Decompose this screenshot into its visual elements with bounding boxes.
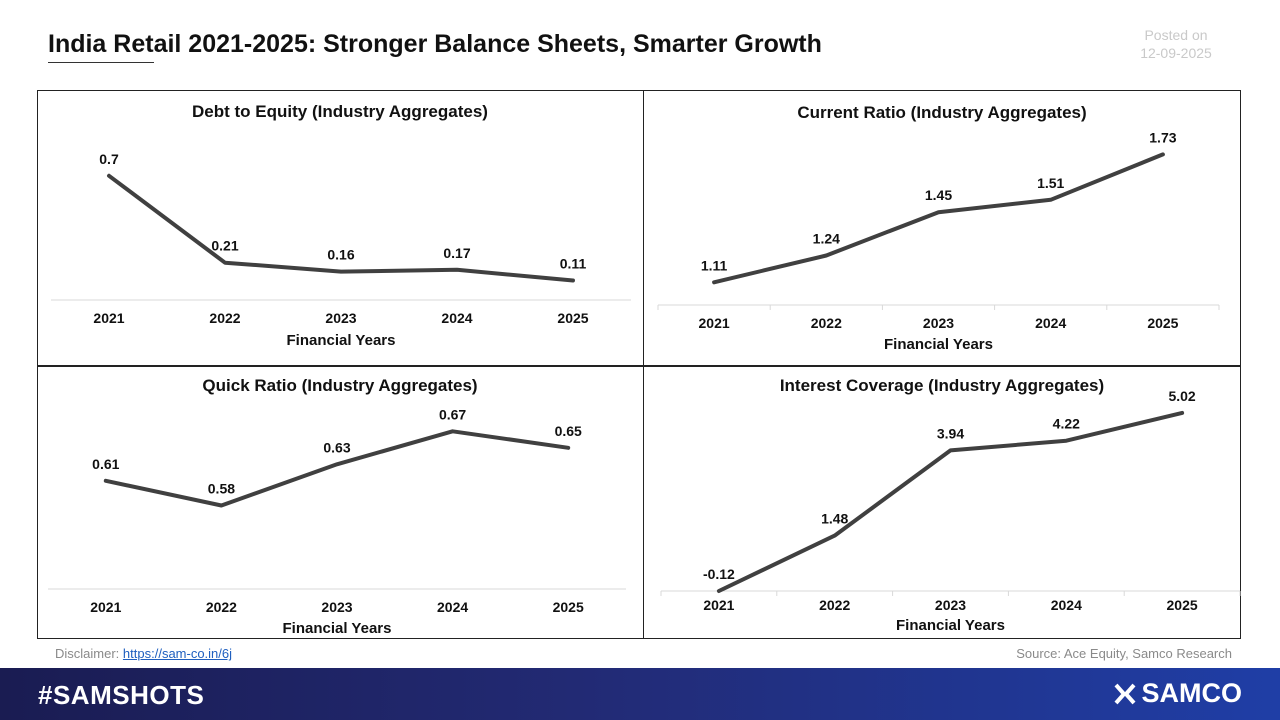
series-line (107, 173, 575, 283)
data-label: 0.11 (560, 255, 587, 271)
data-label: 5.02 (1168, 388, 1195, 404)
x-tick-label: 2022 (819, 597, 850, 613)
data-label: 0.65 (555, 423, 582, 439)
data-label: 0.16 (327, 247, 354, 263)
title-underline (48, 62, 154, 63)
data-label: 1.11 (701, 257, 728, 273)
data-label: 1.48 (821, 511, 848, 527)
data-label: 0.17 (443, 245, 470, 261)
disclaimer-link[interactable]: https://sam-co.in/6j (122, 646, 233, 661)
data-label: -0.12 (703, 566, 735, 582)
x-tick-label: 2023 (923, 315, 954, 331)
samco-logo-icon (1114, 683, 1135, 704)
x-tick-label: 2023 (325, 310, 356, 326)
data-label: 0.58 (208, 481, 235, 497)
x-tick-label: 2024 (1051, 597, 1082, 613)
posted-label: Posted on (1144, 27, 1208, 43)
current-ratio-chart: Current Ratio (Industry Aggregates) 1.11 2… (657, 103, 1220, 353)
brand-name: SAMCO (1141, 678, 1243, 708)
hashtag-label: #SAMSHOTS (38, 680, 205, 710)
disclaimer-label: Disclaimer: (55, 646, 120, 661)
panel-divider-horizontal (38, 365, 1240, 367)
data-label: 1.24 (813, 231, 840, 247)
x-tick-label: 2024 (437, 599, 468, 615)
chart-grid (37, 90, 1241, 639)
data-label: 4.22 (1053, 416, 1080, 432)
x-tick-label: 2022 (209, 310, 240, 326)
footer-bar: #SAMSHOTS SAMCO (0, 668, 1280, 720)
x-tick-label: 2023 (935, 597, 966, 613)
x-tick-label: 2023 (321, 599, 352, 615)
x-axis-title: Financial Years (283, 620, 392, 637)
series-line (103, 429, 571, 508)
x-tick-label: 2021 (703, 597, 734, 613)
x-tick-label: 2025 (1167, 597, 1198, 613)
data-label: 0.21 (211, 238, 238, 254)
x-tick-label: 2024 (1035, 315, 1066, 331)
posted-date: 12-09-2025 (1140, 45, 1212, 61)
debt-to-equity-chart: Debt to Equity (Industry Aggregates) 0.7 2… (51, 102, 631, 349)
x-tick-label: 2021 (699, 315, 730, 331)
series-line (712, 152, 1165, 285)
data-label: 0.63 (323, 439, 350, 455)
chart-title: Interest Coverage (Industry Aggregates) (780, 376, 1104, 395)
x-tick-label: 2022 (811, 315, 842, 331)
data-label: 1.45 (925, 187, 952, 203)
data-label: 3.94 (937, 425, 964, 441)
x-axis-title: Financial Years (884, 336, 993, 353)
x-tick-label: 2024 (441, 310, 472, 326)
panel-divider-vertical (643, 91, 644, 638)
posted-date-block: Posted on 12-09-2025 (1120, 26, 1232, 62)
data-label: 1.73 (1149, 129, 1176, 145)
quick-ratio-chart: Quick Ratio (Industry Aggregates) 0.61 202… (48, 376, 626, 637)
page-title: India Retail 2021-2025: Stronger Balance… (48, 30, 822, 58)
x-tick-label: 2021 (93, 310, 124, 326)
chart-title: Current Ratio (Industry Aggregates) (797, 103, 1086, 122)
interest-coverage-chart: Interest Coverage (Industry Aggregates) -… (660, 376, 1241, 634)
data-label: 0.61 (92, 456, 119, 472)
chart-title: Quick Ratio (Industry Aggregates) (202, 376, 477, 395)
disclaimer: Disclaimer: https://sam-co.in/6j (55, 646, 232, 661)
x-tick-label: 2025 (1147, 315, 1178, 331)
chart-title: Debt to Equity (Industry Aggregates) (192, 102, 488, 121)
x-tick-label: 2025 (557, 310, 588, 326)
series-line (716, 410, 1185, 593)
source-note: Source: Ace Equity, Samco Research (1016, 646, 1232, 661)
x-tick-label: 2021 (90, 599, 121, 615)
brand-logo: SAMCO (1114, 678, 1243, 709)
x-axis-title: Financial Years (896, 617, 1005, 634)
data-label: 0.7 (99, 151, 119, 167)
data-label: 0.67 (439, 406, 466, 422)
x-tick-label: 2025 (553, 599, 584, 615)
x-axis-title: Financial Years (287, 332, 396, 349)
x-tick-label: 2022 (206, 599, 237, 615)
data-label: 1.51 (1037, 175, 1064, 191)
